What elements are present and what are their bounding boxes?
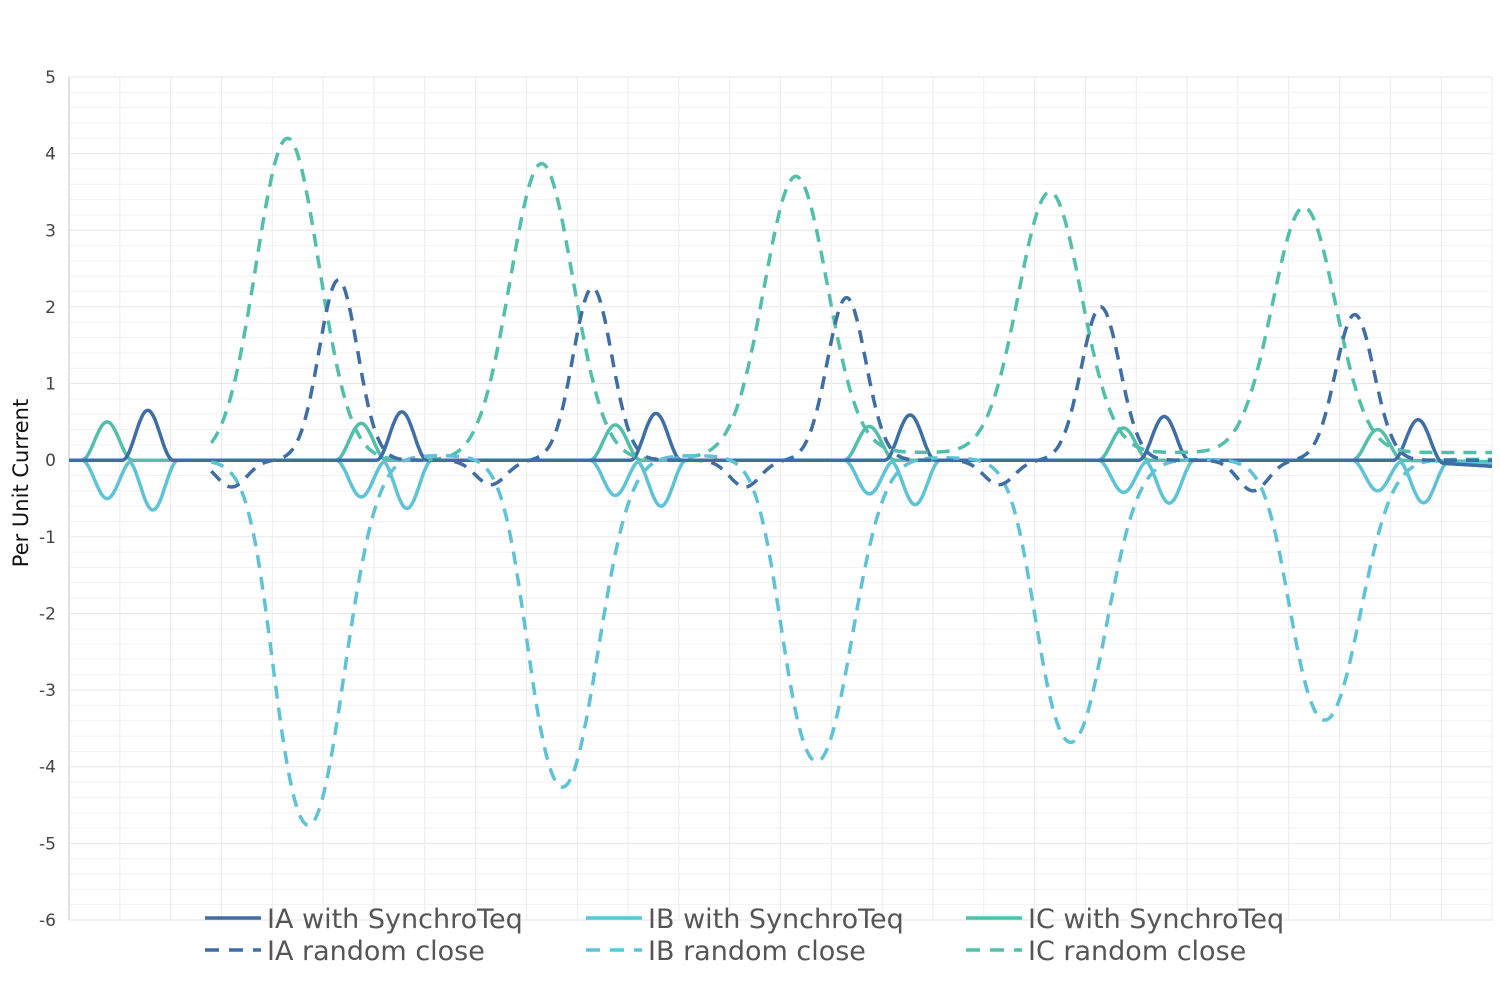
y-tick-labels: 5 4 3 2 1 0 -1 -2 -3 -4 -5 -6: [39, 68, 56, 931]
legend-label: IA with SynchroTeq: [267, 904, 523, 935]
series-layer: [68, 136, 1493, 827]
grid: [69, 76, 1493, 921]
y-tick-label: -5: [39, 834, 56, 854]
series-line-ib-random-close: [210, 454, 1493, 827]
y-tick-label: 3: [45, 221, 56, 241]
y-tick-label: 0: [45, 451, 56, 471]
legend: IA with SynchroTeq IB with SynchroTeq IC w…: [205, 904, 1284, 967]
y-tick-label: -2: [39, 604, 56, 624]
y-tick-label: -3: [39, 681, 56, 701]
legend-label: IA random close: [267, 936, 485, 967]
legend-label: IC random close: [1028, 936, 1246, 967]
y-tick-label: -6: [39, 911, 56, 931]
series-line-ic-random-close: [209, 136, 1493, 462]
y-tick-label: 4: [45, 145, 56, 165]
legend-label: IB with SynchroTeq: [648, 904, 904, 935]
y-tick-label: -4: [39, 758, 56, 778]
y-tick-label: 1: [45, 375, 56, 395]
y-tick-label: 5: [45, 68, 56, 88]
series-line-ia-with-synchroteq: [68, 408, 1493, 469]
y-tick-label: 2: [45, 298, 56, 318]
y-tick-label: -1: [39, 528, 56, 548]
series-line-ia-random-close: [210, 278, 1493, 493]
legend-label: IB random close: [648, 936, 866, 967]
y-axis-label: Per Unit Current: [9, 399, 33, 567]
legend-label: IC with SynchroTeq: [1028, 904, 1284, 935]
